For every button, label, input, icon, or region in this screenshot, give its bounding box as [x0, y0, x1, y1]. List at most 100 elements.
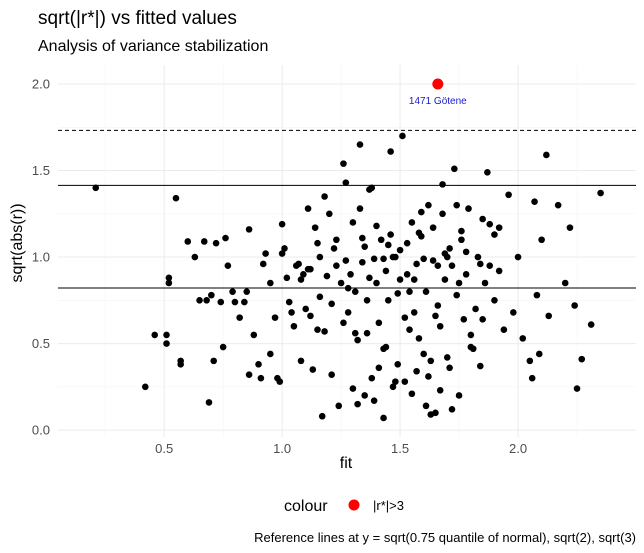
data-points — [92, 132, 604, 422]
data-point — [514, 253, 522, 261]
data-point — [363, 329, 371, 337]
data-point — [368, 374, 376, 382]
data-point — [333, 262, 340, 270]
data-point — [309, 366, 317, 373]
x-tick-label: 1.5 — [391, 441, 409, 456]
data-point — [330, 245, 338, 252]
data-point — [377, 236, 385, 244]
data-point — [436, 386, 444, 394]
data-point — [427, 357, 435, 365]
data-point — [141, 383, 149, 391]
data-point — [340, 319, 347, 327]
data-point — [545, 312, 553, 320]
chart-title: sqrt(|r*|) vs fitted values — [38, 8, 237, 29]
data-point — [382, 267, 390, 275]
data-point — [505, 191, 512, 199]
data-point — [453, 291, 461, 299]
data-point — [439, 181, 446, 188]
x-tick-label: 0.5 — [155, 441, 173, 456]
data-point — [311, 224, 319, 231]
y-tick-label: 0.5 — [32, 336, 50, 351]
data-point — [351, 288, 359, 295]
data-point — [578, 355, 586, 363]
data-point — [510, 309, 517, 316]
data-point — [172, 194, 180, 202]
data-point — [333, 236, 340, 244]
data-point — [177, 361, 184, 368]
data-point — [262, 250, 269, 257]
data-point — [344, 284, 352, 292]
data-point — [208, 291, 215, 299]
legend-label: |r*|>3 — [373, 498, 404, 513]
data-point — [403, 271, 411, 278]
data-point — [151, 331, 159, 339]
data-point — [387, 231, 394, 238]
data-point — [165, 279, 173, 287]
data-point — [245, 371, 253, 379]
data-point — [474, 253, 482, 261]
data-point — [491, 297, 498, 304]
data-point — [441, 250, 449, 257]
data-point — [219, 343, 227, 351]
data-point — [191, 253, 199, 261]
data-point — [366, 274, 373, 282]
data-point — [359, 234, 366, 242]
data-point — [443, 354, 451, 361]
legend-title: colour — [284, 498, 328, 515]
data-point — [236, 314, 243, 321]
data-point — [476, 260, 484, 268]
data-point — [231, 298, 239, 306]
data-point — [434, 262, 442, 270]
data-point — [184, 238, 192, 245]
data-point — [434, 302, 442, 309]
data-point — [389, 383, 397, 391]
data-point — [380, 255, 387, 263]
data-point — [163, 340, 170, 347]
data-point — [321, 193, 328, 200]
x-tick-label: 2.0 — [509, 441, 527, 456]
y-tick-label: 1.5 — [32, 163, 50, 178]
highlight-label: 1471 Götene — [409, 96, 467, 107]
data-point — [288, 309, 295, 316]
data-point — [212, 239, 220, 247]
data-point — [370, 397, 378, 404]
data-point — [278, 250, 286, 257]
data-point — [328, 371, 335, 379]
data-point — [297, 276, 305, 283]
data-point — [455, 392, 463, 399]
data-point — [401, 378, 409, 385]
data-point — [571, 302, 578, 309]
data-point — [283, 274, 291, 282]
data-point — [432, 312, 439, 320]
data-point — [538, 236, 545, 244]
x-axis-title: fit — [340, 455, 353, 472]
data-point — [250, 331, 258, 339]
data-point — [566, 224, 574, 231]
data-point — [196, 297, 203, 304]
data-point — [573, 385, 581, 392]
data-point — [427, 411, 435, 418]
data-point — [481, 279, 489, 287]
data-point — [495, 267, 503, 275]
data-point — [205, 399, 213, 406]
data-point — [467, 343, 475, 351]
data-point — [297, 357, 305, 365]
data-point — [439, 210, 446, 218]
data-point — [375, 364, 383, 372]
data-point — [278, 220, 286, 228]
data-point — [453, 201, 461, 209]
data-point — [561, 279, 569, 287]
legend-key-red-dot — [348, 499, 360, 511]
data-point — [281, 245, 288, 252]
data-point — [392, 378, 399, 385]
data-point — [165, 274, 173, 282]
data-point — [387, 148, 394, 155]
data-point — [535, 350, 543, 358]
data-point — [406, 326, 413, 334]
data-point — [479, 316, 486, 323]
data-point — [347, 271, 354, 278]
data-point — [396, 246, 404, 254]
data-point — [276, 378, 284, 385]
data-point — [224, 262, 232, 270]
data-point — [316, 253, 324, 261]
